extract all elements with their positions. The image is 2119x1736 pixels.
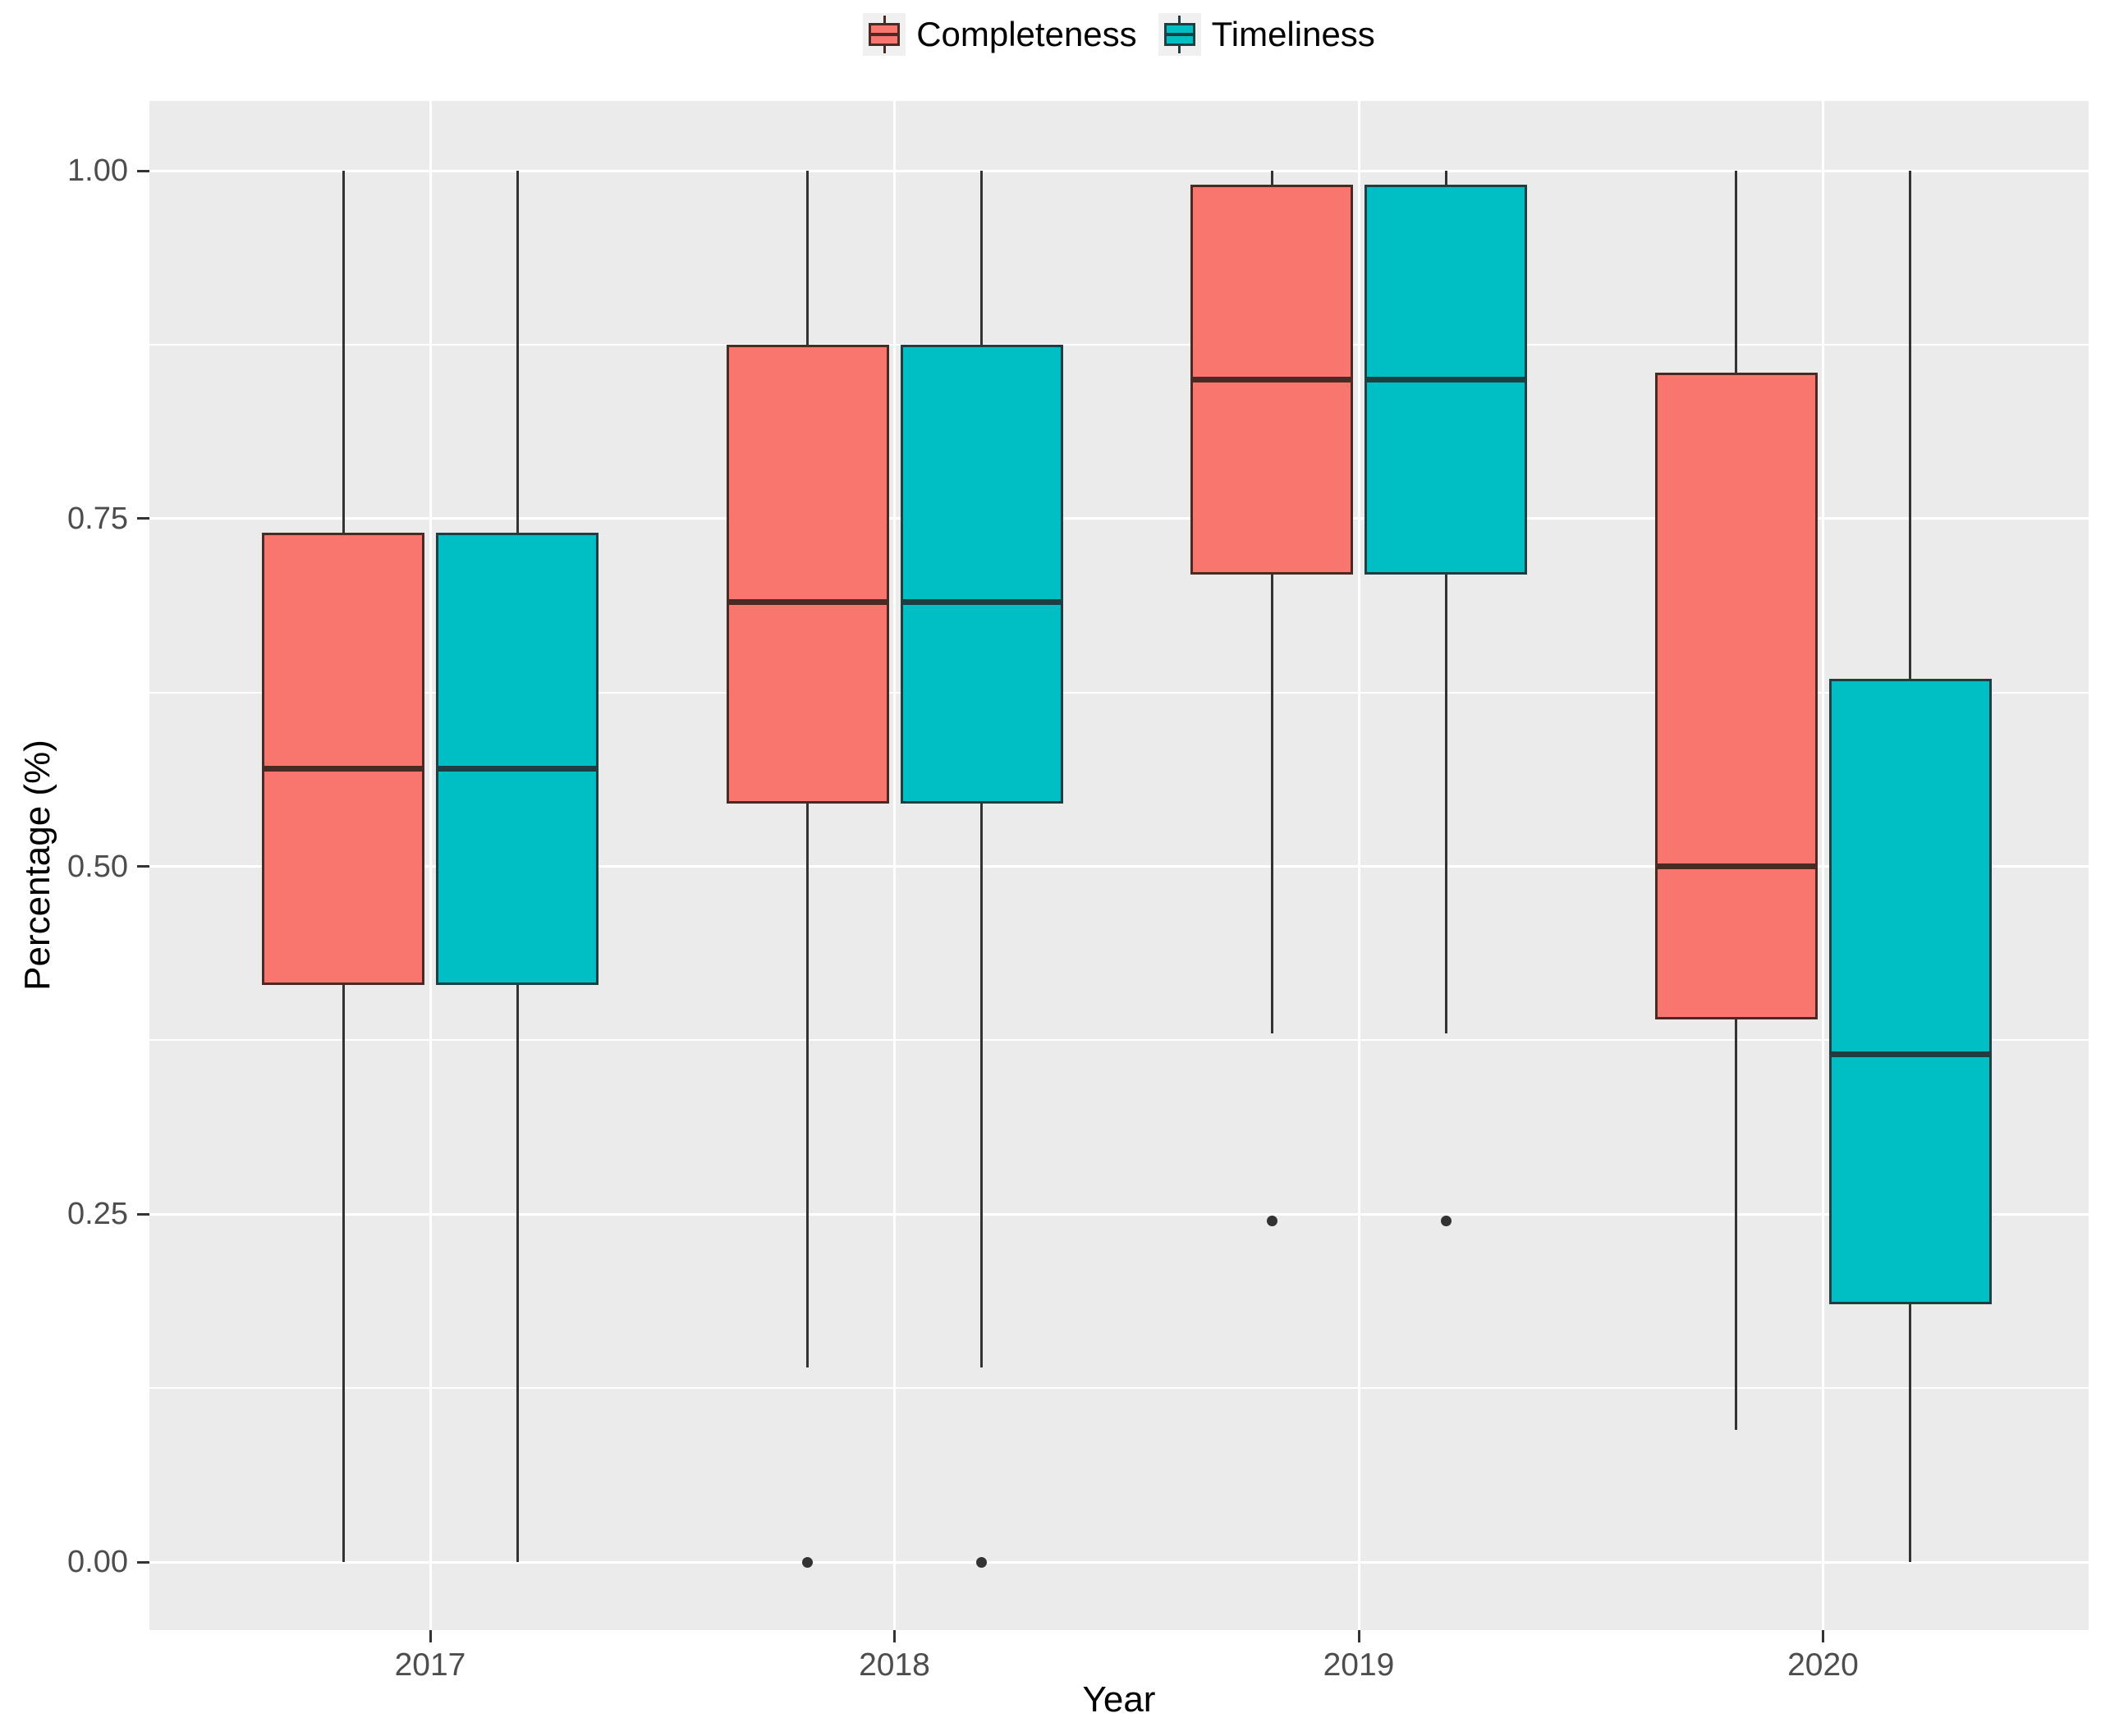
box-completeness-2017 <box>262 532 424 985</box>
y-gridline-major <box>149 865 2089 868</box>
whisker-low-completeness-2020 <box>1735 1019 1737 1430</box>
whisker-low-timeliness-2020 <box>1909 1304 1911 1562</box>
y-tick-mark <box>137 1212 149 1216</box>
plot-panel <box>149 101 2089 1630</box>
outlier-timeliness-2018 <box>976 1556 987 1568</box>
legend-label-completeness: Completeness <box>916 15 1137 53</box>
x-tick-mark <box>1822 1630 1824 1642</box>
y-tick-mark <box>137 517 149 520</box>
whisker-high-timeliness-2020 <box>1909 171 1911 679</box>
box-timeliness-2018 <box>900 344 1063 804</box>
median-completeness-2020 <box>1654 863 1818 869</box>
legend: Completeness Timeliness <box>149 8 2089 61</box>
legend-key-median <box>869 33 901 36</box>
y-tick-label: 1.00 <box>67 153 128 188</box>
y-tick-label: 0.00 <box>67 1545 128 1579</box>
whisker-high-completeness-2020 <box>1735 171 1737 373</box>
whisker-high-timeliness-2019 <box>1444 171 1447 185</box>
outlier-completeness-2018 <box>802 1556 813 1568</box>
box-timeliness-2020 <box>1828 678 1992 1305</box>
x-tick-label: 2019 <box>1323 1647 1395 1683</box>
legend-label-timeliness: Timeliness <box>1211 15 1375 53</box>
x-gridline-major <box>893 101 896 1630</box>
y-gridline-minor <box>149 691 2089 694</box>
whisker-high-completeness-2019 <box>1270 171 1273 185</box>
legend-item-completeness: Completeness <box>863 13 1137 56</box>
box-timeliness-2017 <box>436 532 599 985</box>
y-gridline-minor <box>149 1039 2089 1042</box>
whisker-low-completeness-2019 <box>1270 574 1273 1033</box>
y-tick-label: 0.75 <box>67 501 128 536</box>
whisker-low-timeliness-2019 <box>1444 574 1447 1033</box>
y-gridline-major <box>149 169 2089 172</box>
median-timeliness-2018 <box>900 598 1063 605</box>
x-axis-title: Year <box>1082 1679 1156 1720</box>
whisker-low-timeliness-2018 <box>980 804 983 1367</box>
median-timeliness-2017 <box>436 766 599 772</box>
boxplot-key-icon <box>1158 13 1201 56</box>
y-tick-label: 0.50 <box>67 849 128 884</box>
outlier-completeness-2019 <box>1266 1216 1277 1227</box>
x-tick-mark <box>429 1630 432 1642</box>
x-tick-label: 2020 <box>1787 1647 1859 1683</box>
x-gridline-major <box>429 101 432 1630</box>
y-gridline-minor <box>149 343 2089 346</box>
x-tick-mark <box>1357 1630 1360 1642</box>
whisker-high-timeliness-2017 <box>516 171 519 533</box>
y-tick-label: 0.25 <box>67 1197 128 1232</box>
x-gridline-major <box>1822 101 1824 1630</box>
y-gridline-major <box>149 517 2089 520</box>
y-tick-mark <box>137 169 149 172</box>
x-gridline-major <box>1357 101 1360 1630</box>
whisker-low-completeness-2017 <box>342 984 345 1562</box>
x-tick-label: 2018 <box>859 1647 930 1683</box>
y-axis-title: Percentage (%) <box>17 740 57 991</box>
whisker-low-completeness-2018 <box>806 804 809 1367</box>
legend-key-median <box>1163 33 1195 36</box>
whisker-high-completeness-2018 <box>806 171 809 345</box>
y-tick-mark <box>137 1560 149 1564</box>
box-completeness-2020 <box>1654 372 1818 1019</box>
whisker-high-timeliness-2018 <box>980 171 983 345</box>
median-completeness-2017 <box>262 766 424 772</box>
y-tick-mark <box>137 865 149 868</box>
median-timeliness-2020 <box>1828 1051 1992 1057</box>
median-completeness-2018 <box>726 598 889 605</box>
boxplot-key-icon <box>863 13 906 56</box>
whisker-high-completeness-2017 <box>342 171 345 533</box>
median-timeliness-2019 <box>1365 376 1527 382</box>
legend-item-timeliness: Timeliness <box>1158 13 1375 56</box>
outlier-timeliness-2019 <box>1440 1216 1452 1227</box>
x-tick-label: 2017 <box>394 1647 466 1683</box>
y-gridline-major <box>149 1560 2089 1564</box>
median-completeness-2019 <box>1190 376 1353 382</box>
y-gridline-minor <box>149 1387 2089 1390</box>
whisker-low-timeliness-2017 <box>516 984 519 1562</box>
box-completeness-2018 <box>726 344 889 804</box>
y-gridline-major <box>149 1212 2089 1216</box>
x-tick-mark <box>893 1630 896 1642</box>
